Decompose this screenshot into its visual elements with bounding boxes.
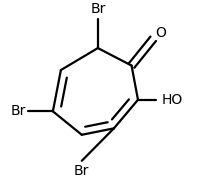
Text: Br: Br	[10, 104, 26, 118]
Text: HO: HO	[161, 93, 183, 107]
Text: O: O	[155, 26, 166, 40]
Text: Br: Br	[74, 164, 89, 178]
Text: Br: Br	[90, 2, 106, 16]
